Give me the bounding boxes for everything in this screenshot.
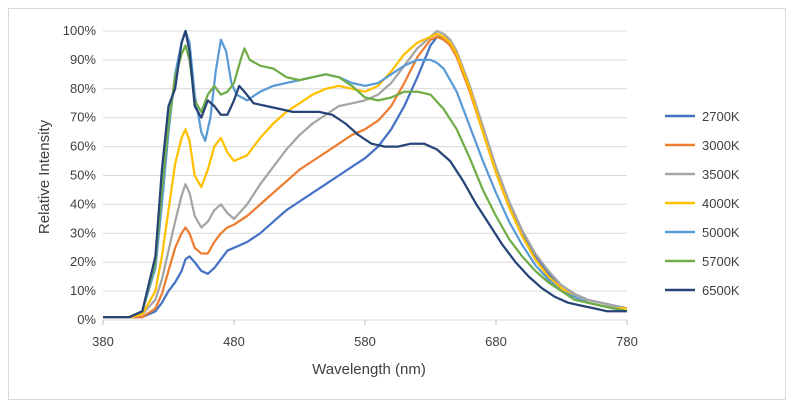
y-tick-label: 10% [70, 283, 96, 298]
x-axis-ticks: 380 480 580 680 780 [92, 320, 638, 349]
legend-label-2700K: 2700K [702, 109, 740, 124]
series-line-2700K [103, 35, 628, 319]
x-tick-label: 680 [485, 334, 507, 349]
y-tick-label: 60% [70, 139, 96, 154]
y-tick-label: 100% [63, 23, 97, 38]
line-chart: 0% 10% 20% 30% 40% 50% 60% 70% 80% 90% 100% 380 480… [36, 23, 740, 378]
x-tick-label: 780 [616, 334, 638, 349]
y-tick-label: 70% [70, 110, 96, 125]
x-tick-label: 480 [223, 334, 245, 349]
legend-label-6500K: 6500K [702, 283, 740, 298]
legend-label-3000K: 3000K [702, 138, 740, 153]
y-tick-label: 0% [77, 312, 96, 327]
y-axis-title: Relative Intensity [36, 119, 53, 234]
legend-label-4000K: 4000K [702, 196, 740, 211]
y-tick-label: 80% [70, 81, 96, 96]
x-axis-title: Wavelength (nm) [312, 361, 426, 378]
y-tick-label: 20% [70, 254, 96, 269]
x-tick-label: 580 [354, 334, 376, 349]
y-tick-label: 30% [70, 225, 96, 240]
y-axis-ticks: 0% 10% 20% 30% 40% 50% 60% 70% 80% 90% 100% [63, 23, 97, 327]
y-tick-label: 50% [70, 168, 96, 183]
series-lines [103, 29, 628, 319]
series-line-6500K [103, 29, 627, 319]
series-line-3500K [103, 29, 628, 319]
legend-label-5700K: 5700K [702, 254, 740, 269]
series-line-5700K [103, 44, 628, 319]
legend: 2700K 3000K 3500K 4000K 5000K 5700K 6500K [665, 109, 740, 298]
legend-label-3500K: 3500K [702, 167, 740, 182]
chart-area: 0% 10% 20% 30% 40% 50% 60% 70% 80% 90% 100% 380 480… [8, 8, 786, 400]
y-tick-label: 90% [70, 52, 96, 67]
series-line-4000K [103, 32, 627, 319]
x-tick-label: 380 [92, 334, 114, 349]
y-tick-label: 40% [70, 196, 96, 211]
legend-label-5000K: 5000K [702, 225, 740, 240]
